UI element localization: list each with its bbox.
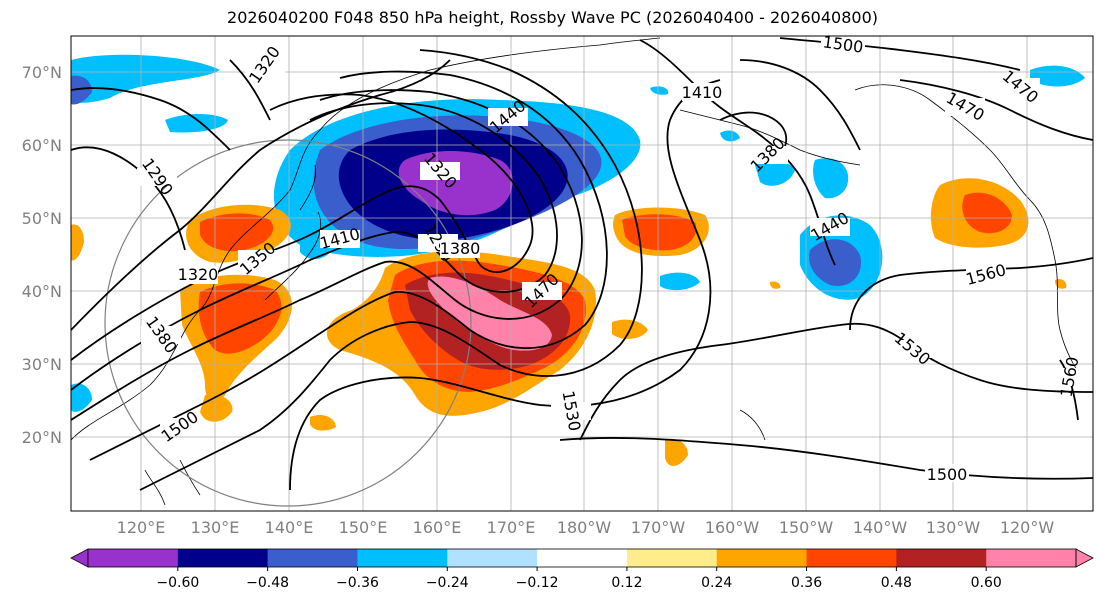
lon-label: 170°E: [487, 518, 536, 537]
colorbar-swatch: [267, 549, 358, 567]
lon-label: 170°W: [631, 518, 686, 537]
lon-label: 160°E: [413, 518, 462, 537]
map-frame: [70, 35, 1094, 512]
colorbar-tick-label: −0.36: [336, 575, 379, 591]
map-title: 2026040200 F048 850 hPa height, Rossby W…: [227, 8, 878, 27]
reference-circle: [104, 139, 472, 507]
contour-label: 1320: [178, 265, 219, 284]
lat-label: 60°N: [22, 136, 62, 155]
lon-label: 120°E: [117, 518, 166, 537]
coastlines: [71, 37, 1086, 506]
colorbar-swatch: [896, 549, 987, 567]
lon-label: 130°W: [926, 518, 981, 537]
latitude-labels: 70°N 60°N 50°N 40°N 30°N 20°N: [22, 63, 62, 447]
colorbar-tick-label: −0.48: [246, 575, 289, 591]
colorbar-tick-label: −0.12: [516, 575, 559, 591]
colorbar-extend-min: [70, 548, 89, 568]
lon-label: 150°W: [779, 518, 834, 537]
lon-label: 140°W: [853, 518, 908, 537]
colorbar-swatch: [986, 549, 1077, 567]
contour-label: 1380: [440, 239, 481, 258]
lon-label: 140°E: [265, 518, 314, 537]
colorbar-tick-label: 0.12: [611, 575, 642, 591]
colorbar-tick-label: 0.60: [971, 575, 1002, 591]
colorbar-swatch: [447, 549, 538, 567]
contour-label: 1410: [682, 83, 723, 102]
colorbar-ticks: −0.60 −0.48 −0.36 −0.24 −0.12 0.12 0.24 0.36 0.4…: [156, 567, 1002, 591]
colorbar-extend-max: [1075, 548, 1094, 568]
colorbar-swatch: [88, 549, 179, 567]
colorbar-swatch: [537, 549, 628, 567]
colorbar-swatch: [177, 549, 269, 567]
lat-label: 40°N: [22, 282, 62, 301]
longitude-labels: 120°E 130°E 140°E 150°E 160°E 170°E 180°…: [117, 518, 1055, 537]
colorbar: [70, 548, 1094, 568]
colorbar-tick-label: 0.24: [701, 575, 732, 591]
colorbar-outline: [87, 548, 1077, 568]
contour-labels: 1320 1290 1440 1410 1500 1470 1470 1380 …: [137, 32, 1090, 484]
lat-label: 70°N: [22, 63, 62, 82]
lon-label: 150°E: [339, 518, 388, 537]
colorbar-swatch: [626, 549, 718, 567]
lon-label: 130°E: [191, 518, 240, 537]
lat-label: 30°N: [22, 355, 62, 374]
lat-label: 20°N: [22, 428, 62, 447]
lon-label: 160°W: [705, 518, 760, 537]
contour-label: 1500: [927, 465, 968, 484]
lon-label: 180°W: [557, 518, 612, 537]
colorbar-tick-label: −0.60: [156, 575, 199, 591]
colorbar-tick-label: 0.48: [881, 575, 912, 591]
colorbar-tick-label: −0.24: [426, 575, 469, 591]
lon-label: 120°W: [1000, 518, 1055, 537]
colorbar-swatch: [716, 549, 808, 567]
negative-anomaly-shading: [71, 54, 1085, 412]
height-contours: [71, 37, 1093, 491]
lat-label: 50°N: [22, 209, 62, 228]
colorbar-swatch: [806, 549, 897, 567]
colorbar-tick-label: 0.36: [791, 575, 822, 591]
colorbar-swatch: [357, 549, 448, 567]
